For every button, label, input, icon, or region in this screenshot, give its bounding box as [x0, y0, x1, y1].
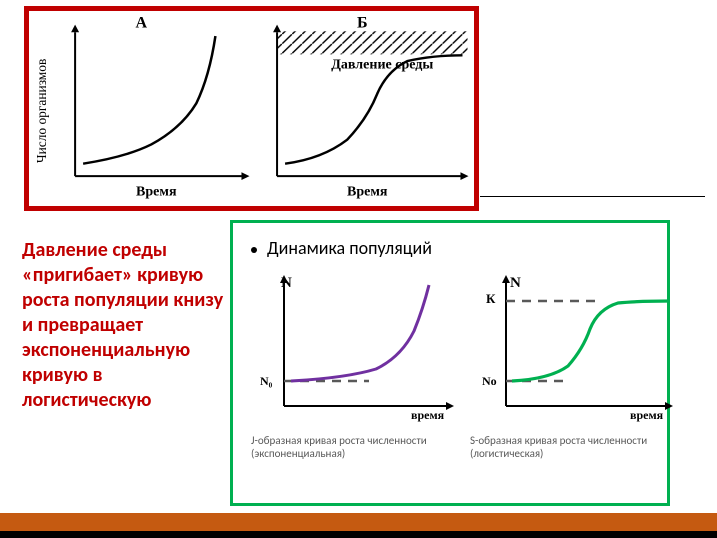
- y-axis-label: Число организмов: [34, 58, 49, 163]
- j-curve: [291, 285, 429, 381]
- n0-label: N₀: [260, 374, 273, 388]
- title-text: Динамика популяций: [267, 237, 432, 259]
- x-axis-label: Время: [136, 184, 177, 199]
- s-curve: [512, 301, 670, 381]
- top-figure-redbox: А Число организмов Время Б Д: [24, 6, 479, 211]
- x-label: время: [411, 408, 445, 422]
- horizontal-rule: [480, 196, 705, 197]
- s-curve-plot: N К No время S-образная кривая роста чис…: [470, 271, 675, 460]
- green-box: Динамика популяций N N₀ время J-образная…: [230, 220, 670, 506]
- top-plot-b: Б Давление среды Время: [252, 15, 473, 202]
- x-axis-label: Время: [347, 184, 388, 199]
- plot-label-b: Б: [356, 15, 367, 31]
- hatched-band: [277, 31, 467, 54]
- s-caption: S-образная кривая роста численности(логи…: [470, 435, 675, 460]
- top-plot-a: А Число организмов Время: [31, 15, 252, 202]
- j-caption: J-образная кривая роста численности(эксп…: [251, 435, 456, 460]
- x-label: время: [630, 408, 664, 422]
- slide: { "top_figure": { "border_color": "#c000…: [0, 0, 717, 538]
- j-curve-plot: N N₀ время J-образная кривая роста числе…: [251, 271, 456, 460]
- plot-label-a: А: [135, 15, 147, 31]
- bottom-black-bar: [0, 531, 717, 538]
- green-box-title: Динамика популяций: [251, 237, 655, 259]
- n0-label: No: [482, 374, 497, 388]
- k-label: К: [486, 291, 496, 306]
- body-text: Давление среды «пригибает» кривую роста …: [22, 238, 229, 413]
- bullet-icon: [251, 247, 257, 253]
- y-label: N: [510, 275, 521, 291]
